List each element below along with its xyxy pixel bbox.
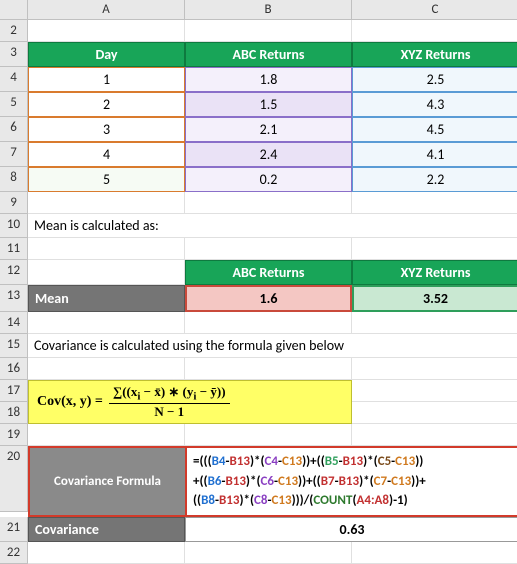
cell[interactable] [185, 312, 352, 334]
row-header[interactable]: 9 [0, 192, 28, 214]
cell[interactable] [185, 238, 352, 260]
cell-day[interactable]: 2 [28, 92, 185, 117]
cell-xyz[interactable]: 4.3 [352, 92, 517, 117]
row-header[interactable]: 2 [0, 20, 28, 42]
row-header[interactable]: 18 [0, 402, 28, 424]
covariance-formula-label[interactable]: Covariance Formula [28, 446, 185, 517]
mean-abc-value[interactable]: 1.6 [185, 285, 352, 312]
cell[interactable] [28, 358, 185, 380]
cell[interactable] [185, 542, 352, 564]
row-header[interactable]: 17 [0, 380, 28, 402]
row-header[interactable]: 22 [0, 542, 28, 564]
table-header-xyz[interactable]: XYZ Returns [352, 42, 517, 67]
table-header-abc[interactable]: ABC Returns [185, 42, 352, 67]
spreadsheet-grid: A B C 2 3 Day ABC Returns XYZ Returns 4 … [0, 0, 517, 564]
formula-line-2: +((B6-B13)*(C6-C13))+((B7-B13)*(C7-C13))… [193, 472, 511, 492]
equation-fraction: ∑((xi − x̄) ∗ (yi − ȳ)) N − 1 [109, 385, 230, 420]
mean-header-xyz[interactable]: XYZ Returns [352, 260, 517, 285]
cell[interactable] [185, 20, 352, 42]
equation-denominator: N − 1 [154, 404, 184, 419]
cell[interactable] [28, 20, 185, 42]
row-header[interactable]: 4 [0, 67, 28, 92]
cell[interactable] [352, 542, 517, 564]
cell[interactable] [185, 192, 352, 214]
row-header[interactable]: 21 [0, 517, 28, 542]
cell-abc[interactable]: 2.4 [185, 142, 352, 167]
row-header[interactable]: 12 [0, 260, 28, 285]
cell-abc[interactable]: 1.5 [185, 92, 352, 117]
row-header[interactable]: 19 [0, 424, 28, 446]
table-header-day[interactable]: Day [28, 42, 185, 67]
row-header[interactable]: 3 [0, 42, 28, 67]
cell[interactable] [352, 238, 517, 260]
equation-lhs: Cov(x, y) = [37, 394, 103, 410]
cell-day[interactable]: 5 [28, 167, 185, 192]
cell[interactable] [352, 312, 517, 334]
equation-numerator: ∑((xi − x̄) ∗ (yi − ȳ)) [109, 385, 230, 405]
cov-intro-text[interactable]: Covariance is calculated using the formu… [28, 334, 517, 358]
row-header[interactable]: 16 [0, 358, 28, 380]
row-header[interactable]: 13 [0, 285, 28, 312]
cell[interactable] [28, 312, 185, 334]
cell-day[interactable]: 1 [28, 67, 185, 92]
cell-abc[interactable]: 1.8 [185, 67, 352, 92]
row-header[interactable]: 14 [0, 312, 28, 334]
cell-xyz[interactable]: 2.2 [352, 167, 517, 192]
cell-abc[interactable]: 0.2 [185, 167, 352, 192]
covariance-result-label[interactable]: Covariance [28, 517, 185, 542]
cell[interactable] [28, 238, 185, 260]
cell-xyz[interactable]: 4.5 [352, 117, 517, 142]
row-header[interactable]: 8 [0, 167, 28, 192]
cell[interactable] [28, 542, 185, 564]
row-header[interactable]: 6 [0, 117, 28, 142]
cell[interactable] [352, 358, 517, 380]
cell-xyz[interactable]: 2.5 [352, 67, 517, 92]
cell-day[interactable]: 4 [28, 142, 185, 167]
covariance-result-value[interactable]: 0.63 [185, 517, 517, 542]
cell-abc[interactable]: 2.1 [185, 117, 352, 142]
cell[interactable] [352, 20, 517, 42]
col-header-a[interactable]: A [28, 0, 185, 20]
mean-intro-text[interactable]: Mean is calculated as: [28, 214, 517, 238]
cell[interactable] [28, 424, 185, 446]
covariance-equation: Cov(x, y) = ∑((xi − x̄) ∗ (yi − ȳ)) N − … [28, 380, 352, 424]
row-header[interactable]: 7 [0, 142, 28, 167]
cell[interactable] [185, 424, 352, 446]
cell-xyz[interactable]: 4.1 [352, 142, 517, 167]
corner-cell [0, 0, 28, 20]
col-header-b[interactable]: B [185, 0, 352, 20]
formula-line-3: ((B8-B13)*(C8-C13)))/(COUNT(A4:A8)-1) [193, 491, 511, 511]
mean-header-abc[interactable]: ABC Returns [185, 260, 352, 285]
row-header[interactable]: 11 [0, 238, 28, 260]
row-header[interactable]: 20 [0, 446, 28, 512]
row-header[interactable]: 10 [0, 214, 28, 238]
mean-label[interactable]: Mean [28, 285, 185, 312]
cell[interactable] [28, 260, 185, 285]
cell[interactable] [28, 192, 185, 214]
row-header[interactable]: 15 [0, 334, 28, 358]
cell[interactable] [352, 380, 517, 402]
covariance-formula-body[interactable]: =(((B4-B13)*(C4-C13))+((B5-B13)*(C5-C13)… [185, 446, 517, 517]
col-header-c[interactable]: C [352, 0, 517, 20]
cell[interactable] [352, 192, 517, 214]
mean-xyz-value[interactable]: 3.52 [352, 285, 517, 312]
formula-line-1: =(((B4-B13)*(C4-C13))+((B5-B13)*(C5-C13)… [193, 452, 511, 472]
cell[interactable] [352, 424, 517, 446]
cell[interactable] [185, 358, 352, 380]
cell-day[interactable]: 3 [28, 117, 185, 142]
cell[interactable] [352, 402, 517, 424]
row-header[interactable]: 5 [0, 92, 28, 117]
